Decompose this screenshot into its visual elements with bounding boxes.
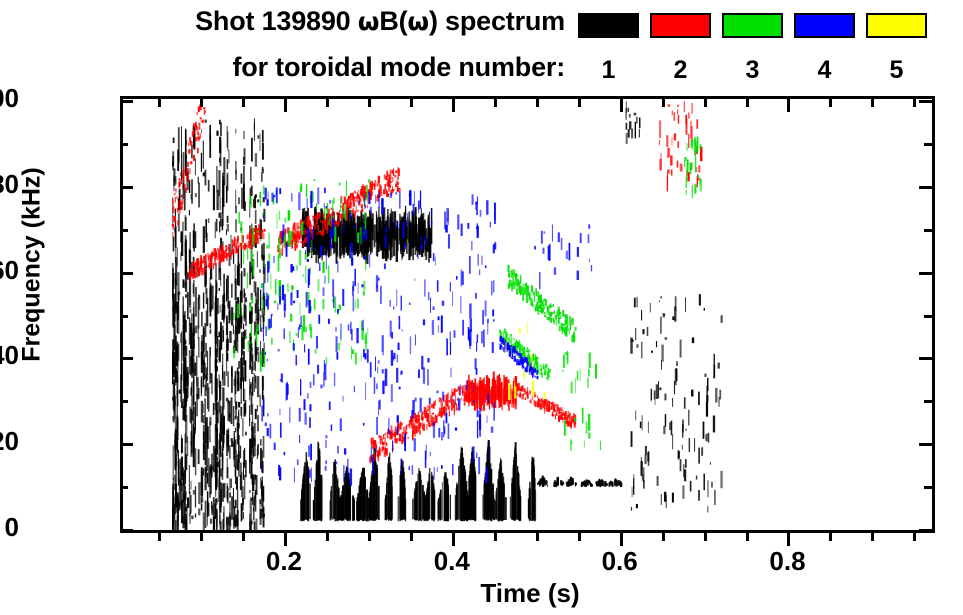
x-tick-minor — [325, 533, 329, 541]
y-tick-major-right — [919, 271, 932, 275]
y-tick-major — [120, 357, 133, 361]
x-tick-minor-top — [200, 99, 204, 107]
x-tick-major — [787, 533, 791, 546]
y-tick-minor — [120, 486, 128, 490]
x-tick-minor-top — [661, 99, 665, 107]
y-tick-minor — [120, 228, 128, 232]
y-tick-minor — [120, 143, 128, 147]
y-tick-minor-right — [924, 228, 932, 232]
x-tick-minor-top — [367, 99, 371, 107]
legend-swatch-n4 — [794, 13, 855, 38]
x-tick-minor-top — [409, 99, 413, 107]
y-tick-minor — [120, 400, 128, 404]
x-tick-major — [619, 533, 623, 546]
legend-swatch-n5 — [866, 13, 927, 38]
y-tick-major — [120, 185, 133, 189]
x-tick-minor — [829, 533, 833, 541]
y-tick-major — [120, 443, 133, 447]
y-tick-minor-right — [924, 486, 932, 490]
x-tick-minor-top — [325, 99, 329, 107]
x-tick-minor-top — [493, 99, 497, 107]
title-b-open: B( — [379, 6, 408, 36]
y-tick-label: 20 — [0, 426, 19, 457]
legend-swatch-n3 — [722, 13, 783, 38]
y-tick-major-right — [919, 443, 932, 447]
y-tick-minor-right — [924, 314, 932, 318]
legend-label-n4: 4 — [817, 56, 832, 84]
y-tick-minor — [120, 314, 128, 318]
x-tick-major-top — [283, 99, 287, 112]
x-tick-label: 0.2 — [265, 546, 303, 576]
legend-label-n1: 1 — [601, 56, 616, 84]
y-tick-label: 60 — [0, 254, 19, 285]
x-tick-minor — [661, 533, 665, 541]
y-tick-major — [120, 271, 133, 275]
y-tick-label: 40 — [0, 340, 19, 371]
omega-symbol-2: ω — [407, 7, 429, 36]
y-tick-label: 80 — [0, 168, 19, 199]
x-tick-major-top — [787, 99, 791, 112]
x-tick-minor — [577, 533, 581, 541]
x-tick-minor — [535, 533, 539, 541]
y-tick-major-right — [919, 185, 932, 189]
y-tick-major-right — [919, 357, 932, 361]
x-tick-minor — [158, 533, 162, 541]
figure-title-line2: for toroidal mode number: — [232, 52, 565, 82]
spectrogram-canvas — [123, 99, 932, 530]
x-tick-minor — [745, 533, 749, 541]
x-tick-label: 0.6 — [601, 546, 638, 576]
x-tick-minor-top — [745, 99, 749, 107]
x-axis-title: Time (s) — [480, 578, 580, 608]
y-tick-minor-right — [924, 400, 932, 404]
x-tick-minor — [409, 533, 413, 541]
legend-swatch-n2 — [650, 13, 711, 38]
x-tick-minor — [913, 533, 917, 541]
x-tick-major — [283, 533, 287, 546]
x-tick-major-top — [451, 99, 455, 112]
legend-swatch-n1 — [578, 13, 639, 38]
spectrogram-svg — [171, 101, 723, 530]
x-tick-minor — [703, 533, 707, 541]
y-tick-major-right — [919, 100, 932, 104]
x-tick-minor-top — [242, 99, 245, 107]
x-tick-major — [451, 533, 455, 546]
figure-title-line1: Shot 139890 ωB(ω) spectrum — [110, 6, 565, 40]
y-tick-major-right — [919, 529, 932, 532]
title-shot-text: Shot 139890 — [195, 6, 358, 36]
x-tick-minor-top — [913, 99, 917, 107]
y-tick-major — [120, 529, 133, 532]
x-tick-minor-top — [577, 99, 581, 107]
y-tick-label: 0 — [4, 512, 19, 542]
y-tick-minor-right — [924, 143, 932, 147]
omega-symbol-1: ω — [357, 7, 380, 36]
x-tick-minor — [493, 533, 497, 541]
figure-header: Shot 139890 ωB(ω) spectrum for toroidal … — [0, 0, 963, 92]
x-tick-minor-top — [535, 99, 539, 107]
x-tick-minor-top — [158, 99, 162, 107]
x-tick-minor-top — [871, 99, 875, 107]
y-axis-title: Frequency (kHz) — [17, 167, 46, 362]
x-tick-minor — [242, 533, 245, 541]
x-tick-label: 0.4 — [433, 546, 470, 576]
legend-label-n2: 2 — [673, 56, 688, 84]
title-spectrum-text: ) spectrum — [428, 6, 565, 36]
x-tick-minor-top — [703, 99, 707, 107]
plot-frame — [120, 96, 935, 533]
y-tick-major — [120, 100, 133, 104]
x-tick-minor — [871, 533, 875, 541]
x-tick-major-top — [619, 99, 623, 112]
x-tick-label: 0.8 — [769, 546, 806, 576]
y-tick-label: 100 — [0, 83, 19, 114]
x-tick-minor-top — [829, 99, 833, 107]
x-tick-minor — [367, 533, 371, 541]
legend-label-n5: 5 — [889, 56, 904, 84]
x-tick-minor — [200, 533, 204, 541]
legend-label-n3: 3 — [745, 56, 760, 84]
